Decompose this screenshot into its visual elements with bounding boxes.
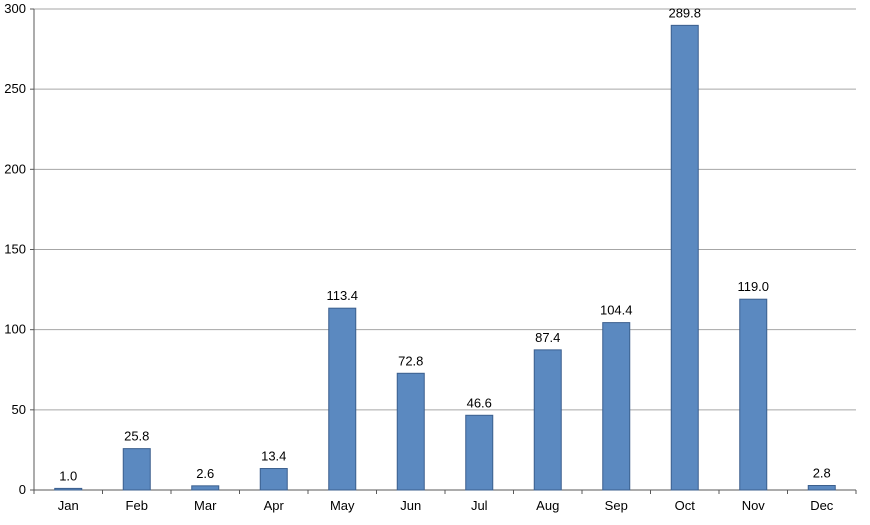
svg-text:1.0: 1.0: [59, 468, 77, 483]
svg-text:200: 200: [4, 161, 26, 176]
svg-text:Apr: Apr: [264, 498, 285, 513]
svg-text:Sep: Sep: [605, 498, 628, 513]
svg-text:87.4: 87.4: [535, 330, 560, 345]
svg-text:150: 150: [4, 242, 26, 257]
svg-text:72.8: 72.8: [398, 353, 423, 368]
svg-text:Mar: Mar: [194, 498, 217, 513]
svg-text:289.8: 289.8: [668, 5, 701, 20]
svg-text:25.8: 25.8: [124, 429, 149, 444]
svg-text:104.4: 104.4: [600, 303, 633, 318]
svg-text:250: 250: [4, 81, 26, 96]
svg-text:Jul: Jul: [471, 498, 488, 513]
svg-text:50: 50: [12, 402, 26, 417]
svg-text:113.4: 113.4: [326, 288, 358, 303]
svg-text:Feb: Feb: [126, 498, 148, 513]
svg-text:Oct: Oct: [675, 498, 696, 513]
svg-text:2.8: 2.8: [813, 466, 831, 481]
svg-text:2.6: 2.6: [196, 466, 214, 481]
svg-text:119.0: 119.0: [737, 279, 769, 294]
svg-text:Dec: Dec: [810, 498, 834, 513]
svg-text:46.6: 46.6: [467, 395, 492, 410]
svg-text:Jan: Jan: [58, 498, 79, 513]
svg-text:Aug: Aug: [536, 498, 559, 513]
svg-text:0: 0: [19, 482, 26, 497]
svg-text:13.4: 13.4: [261, 449, 286, 464]
svg-text:Nov: Nov: [742, 498, 766, 513]
svg-text:300: 300: [4, 1, 26, 16]
svg-text:May: May: [330, 498, 355, 513]
svg-text:100: 100: [4, 322, 26, 337]
svg-text:Jun: Jun: [400, 498, 421, 513]
